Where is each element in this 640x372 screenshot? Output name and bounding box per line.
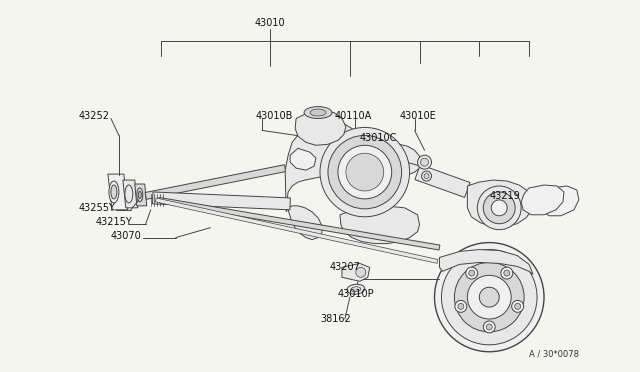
Circle shape: [417, 155, 431, 169]
Polygon shape: [156, 198, 438, 263]
Text: 43070: 43070: [111, 231, 141, 241]
Circle shape: [492, 200, 507, 216]
Circle shape: [479, 287, 499, 307]
Ellipse shape: [310, 109, 326, 116]
Circle shape: [422, 171, 431, 181]
Polygon shape: [539, 186, 579, 216]
Circle shape: [466, 267, 477, 279]
Text: 43010C: 43010C: [360, 133, 397, 143]
Ellipse shape: [137, 188, 143, 202]
Polygon shape: [135, 184, 147, 206]
Circle shape: [420, 158, 429, 166]
Circle shape: [320, 128, 410, 217]
Polygon shape: [290, 148, 316, 170]
Circle shape: [424, 174, 429, 179]
Polygon shape: [440, 250, 533, 274]
Polygon shape: [342, 263, 370, 281]
Circle shape: [512, 301, 524, 312]
Text: 43010P: 43010P: [338, 289, 374, 299]
Polygon shape: [521, 185, 564, 215]
Circle shape: [467, 275, 511, 319]
Polygon shape: [108, 174, 128, 210]
Polygon shape: [295, 110, 346, 145]
Text: 43010: 43010: [255, 18, 285, 28]
Ellipse shape: [125, 185, 133, 203]
Polygon shape: [285, 121, 422, 240]
Text: 38162: 38162: [320, 314, 351, 324]
Circle shape: [458, 304, 464, 310]
Circle shape: [435, 243, 544, 352]
Circle shape: [501, 267, 513, 279]
Text: 43219: 43219: [489, 191, 520, 201]
Circle shape: [504, 270, 510, 276]
Circle shape: [468, 270, 475, 276]
Circle shape: [442, 250, 537, 345]
Circle shape: [356, 267, 366, 277]
Circle shape: [346, 153, 384, 191]
Text: 43010B: 43010B: [255, 110, 292, 121]
Polygon shape: [152, 192, 291, 210]
Polygon shape: [467, 180, 534, 227]
Circle shape: [515, 304, 521, 310]
Text: A / 30*0078: A / 30*0078: [529, 349, 579, 358]
Text: 43207: 43207: [330, 262, 361, 272]
Circle shape: [328, 135, 402, 209]
Ellipse shape: [111, 185, 117, 199]
Circle shape: [455, 301, 467, 312]
Text: 43010E: 43010E: [399, 110, 436, 121]
Text: 40110A: 40110A: [335, 110, 372, 121]
Polygon shape: [158, 198, 440, 250]
Circle shape: [483, 192, 515, 224]
Circle shape: [338, 145, 392, 199]
Circle shape: [477, 186, 521, 230]
Polygon shape: [145, 165, 286, 199]
Ellipse shape: [109, 181, 119, 203]
Ellipse shape: [304, 107, 332, 119]
Ellipse shape: [351, 287, 361, 292]
Circle shape: [483, 321, 495, 333]
Circle shape: [454, 262, 524, 332]
Ellipse shape: [138, 192, 141, 198]
Text: 43252: 43252: [79, 110, 110, 121]
Circle shape: [486, 324, 492, 330]
Text: 43255Y: 43255Y: [79, 203, 116, 213]
Polygon shape: [415, 165, 470, 198]
Ellipse shape: [347, 284, 365, 294]
Text: 43215Y: 43215Y: [96, 217, 132, 227]
Polygon shape: [340, 206, 420, 244]
Polygon shape: [123, 180, 138, 208]
